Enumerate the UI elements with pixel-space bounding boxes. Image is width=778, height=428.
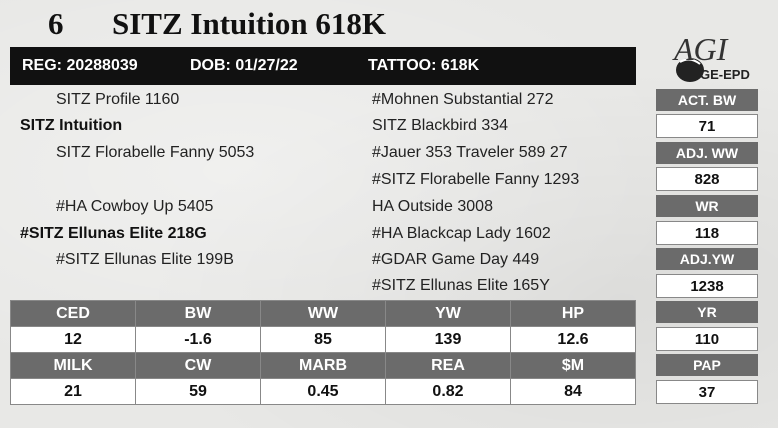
pedigree-dam-dam: #SITZ Ellunas Elite 199B bbox=[56, 251, 234, 268]
perf-value-adj-yw: 1238 bbox=[656, 274, 758, 298]
pedigree-sire: SITZ Intuition bbox=[20, 117, 123, 134]
perf-label-pap: PAP bbox=[656, 354, 758, 376]
perf-label-adj-ww: ADJ. WW bbox=[656, 142, 758, 164]
epd-value-ced: 12 bbox=[10, 326, 136, 353]
perf-label-adj-yw: ADJ.YW bbox=[656, 248, 758, 270]
epd-value-bw: -1.6 bbox=[135, 326, 261, 353]
perf-label-act-bw: ACT. BW bbox=[656, 89, 758, 111]
reg-number: REG: 20288039 bbox=[22, 57, 138, 74]
perf-value-pap: 37 bbox=[656, 380, 758, 404]
page-title: 6 SITZ Intuition 618K bbox=[48, 4, 386, 44]
epd-table: CED BW WW YW HP 12 -1.6 85 139 12.6 MILK… bbox=[10, 300, 636, 405]
logo-text-sub: GE-EPD bbox=[700, 67, 750, 82]
epd-value-hp: 12.6 bbox=[510, 326, 636, 353]
perf-value-wr: 118 bbox=[656, 221, 758, 245]
epd-label-m: $M bbox=[510, 352, 636, 379]
epd-value-marb: 0.45 bbox=[260, 378, 386, 405]
animal-name: SITZ Intuition 618K bbox=[112, 6, 386, 41]
pedigree-right-item: #HA Blackcap Lady 1602 bbox=[372, 225, 551, 242]
agi-logo-icon: AGI GE-EPD bbox=[660, 30, 762, 84]
perf-label-yr: YR bbox=[656, 301, 758, 323]
pedigree-right-item: #GDAR Game Day 449 bbox=[372, 251, 540, 268]
epd-label-ced: CED bbox=[10, 300, 136, 327]
epd-label-row: CED BW WW YW HP bbox=[10, 300, 636, 327]
lot-number: 6 bbox=[48, 6, 64, 41]
epd-label-marb: MARB bbox=[260, 352, 386, 379]
epd-label-hp: HP bbox=[510, 300, 636, 327]
perf-value-act-bw: 71 bbox=[656, 114, 758, 138]
pedigree-dam: #SITZ Ellunas Elite 218G bbox=[20, 225, 207, 242]
pedigree-right-item: HA Outside 3008 bbox=[372, 198, 493, 215]
epd-label-row: MILK CW MARB REA $M bbox=[10, 352, 636, 379]
epd-label-bw: BW bbox=[135, 300, 261, 327]
registration-bar: REG: 20288039 DOB: 01/27/22 TATTOO: 618K bbox=[10, 47, 636, 85]
epd-value-ww: 85 bbox=[260, 326, 386, 353]
epd-value-m: 84 bbox=[510, 378, 636, 405]
epd-value-milk: 21 bbox=[10, 378, 136, 405]
epd-label-rea: REA bbox=[385, 352, 511, 379]
perf-label-wr: WR bbox=[656, 195, 758, 217]
pedigree-dam-sire: #HA Cowboy Up 5405 bbox=[56, 198, 214, 215]
pedigree-sire-dam: SITZ Florabelle Fanny 5053 bbox=[56, 144, 255, 161]
epd-value-row: 21 59 0.45 0.82 84 bbox=[10, 378, 636, 405]
epd-label-yw: YW bbox=[385, 300, 511, 327]
epd-label-cw: CW bbox=[135, 352, 261, 379]
perf-value-yr: 110 bbox=[656, 327, 758, 351]
perf-value-adj-ww: 828 bbox=[656, 167, 758, 191]
pedigree-right-item: #SITZ Ellunas Elite 165Y bbox=[372, 277, 550, 294]
date-of-birth: DOB: 01/27/22 bbox=[190, 57, 298, 74]
epd-value-row: 12 -1.6 85 139 12.6 bbox=[10, 326, 636, 353]
epd-label-milk: MILK bbox=[10, 352, 136, 379]
logo-text-main: AGI bbox=[672, 31, 729, 67]
pedigree-right-item: #Mohnen Substantial 272 bbox=[372, 91, 554, 108]
pedigree-right-item: #SITZ Florabelle Fanny 1293 bbox=[372, 171, 580, 188]
pedigree-right-item: #Jauer 353 Traveler 589 27 bbox=[372, 144, 568, 161]
pedigree-right-item: SITZ Blackbird 334 bbox=[372, 117, 509, 134]
epd-value-cw: 59 bbox=[135, 378, 261, 405]
epd-value-yw: 139 bbox=[385, 326, 511, 353]
tattoo: TATTOO: 618K bbox=[368, 57, 480, 74]
epd-label-ww: WW bbox=[260, 300, 386, 327]
epd-value-rea: 0.82 bbox=[385, 378, 511, 405]
pedigree-sire-sire: SITZ Profile 1160 bbox=[56, 91, 180, 108]
